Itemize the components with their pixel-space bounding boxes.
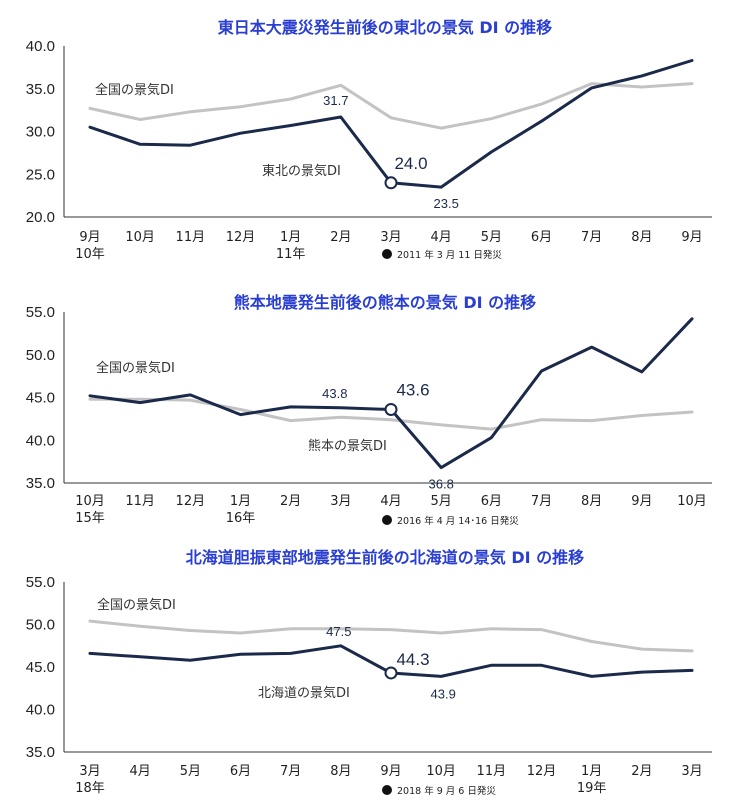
disaster-point-marker [384,666,398,680]
x-tick-label: 8月 [631,230,652,245]
chart-panel-2: 熊本地震発生前後の熊本の景気 DI の推移 35.0 40.0 45.0 50.0 55.… [26,293,712,527]
data-label: 43.6 [396,380,429,399]
x-tick-label: 4月 [431,230,452,245]
x-year-label: 11年 [276,247,306,262]
disaster-point-marker [384,402,398,416]
x-tick-label: 3月 [330,494,351,509]
x-tick-label: 7月 [280,764,301,779]
event-marker-bullet [382,249,392,259]
y-tick-label: 50.0 [26,617,55,634]
x-tick-label: 11月 [176,230,206,245]
y-tick-label: 35.0 [26,81,55,98]
y-tick-label: 50.0 [26,347,55,364]
x-tick-label: 9月 [681,230,702,245]
chart-panel-3: 北海道胆振東部地震発生前後の北海道の景気 DI の推移 35.0 40.0 45.0 5… [26,548,712,797]
chart-title: 熊本地震発生前後の熊本の景気 DI の推移 [234,293,536,312]
regional-di-line [88,317,694,470]
event-note: 2011 年 3 月 11 日発災 [397,249,502,261]
x-tick-label: 3月 [79,764,100,779]
y-tick-label: 25.0 [26,166,55,183]
data-label: 24.0 [394,154,427,173]
x-year-label: 10年 [75,247,105,262]
event-marker-bullet [382,785,392,795]
x-tick-label: 10月 [426,764,456,779]
y-tick-label: 35.0 [26,744,55,761]
x-tick-label: 12月 [176,494,206,509]
x-tick-label: 5月 [481,230,502,245]
y-tick-label: 40.0 [26,432,55,449]
x-tick-label: 6月 [230,764,251,779]
event-note: 2018 年 9 月 6 日発災 [397,785,496,797]
x-year-label: 18年 [75,781,105,796]
disaster-point-marker [384,176,398,190]
x-tick-label: 1月 [581,764,602,779]
national-di-line [88,82,694,130]
regional-series-label: 熊本の景気DI [308,438,387,454]
data-label: 31.7 [323,93,348,108]
regional-series-label: 北海道の景気DI [258,685,350,701]
x-tick-label: 10月 [125,230,155,245]
x-tick-label: 9月 [79,230,100,245]
x-tick-label: 5月 [180,764,201,779]
y-tick-label: 45.0 [26,659,55,676]
x-tick-label: 4月 [380,494,401,509]
y-tick-label: 20.0 [26,209,55,226]
x-tick-label: 6月 [481,494,502,509]
national-di-line [88,619,694,653]
y-tick-label: 45.0 [26,390,55,407]
x-tick-label: 5月 [431,494,452,509]
data-label: 36.8 [429,477,454,492]
data-label: 47.5 [326,624,351,639]
x-tick-label: 3月 [681,764,702,779]
x-year-label: 16年 [226,511,256,526]
y-tick-label: 40.0 [26,38,55,55]
chart-title: 東日本大震災発生前後の東北の景気 DI の推移 [218,18,552,37]
x-tick-label: 1月 [230,494,251,509]
x-tick-label: 2月 [280,494,301,509]
national-series-label: 全国の景気DI [97,597,176,613]
x-tick-label: 9月 [380,764,401,779]
x-tick-label: 12月 [226,230,256,245]
x-tick-label: 4月 [130,764,151,779]
x-tick-label: 11月 [125,494,155,509]
x-tick-label: 6月 [531,230,552,245]
x-tick-label: 7月 [581,230,602,245]
national-series-label: 全国の景気DI [96,360,175,376]
event-note: 2016 年 4 月 14･16 日発災 [397,515,519,527]
x-tick-label: 8月 [581,494,602,509]
x-tick-label: 3月 [380,230,401,245]
x-year-label: 15年 [75,511,105,526]
data-label: 44.3 [396,650,429,669]
x-tick-label: 10月 [677,494,707,509]
data-label: 43.9 [431,686,456,701]
chart-title: 北海道胆振東部地震発生前後の北海道の景気 DI の推移 [186,548,584,567]
x-tick-label: 1月 [280,230,301,245]
y-tick-label: 55.0 [26,574,55,591]
national-di-line [88,397,694,431]
x-tick-label: 2月 [631,764,652,779]
x-tick-label: 7月 [531,494,552,509]
x-tick-label: 10月 [75,494,105,509]
data-label: 23.5 [434,196,459,211]
y-tick-label: 40.0 [26,702,55,719]
x-tick-label: 8月 [330,764,351,779]
x-tick-label: 9月 [631,494,652,509]
regional-di-line [88,59,694,189]
national-series-label: 全国の景気DI [95,82,174,98]
y-tick-label: 35.0 [26,475,55,492]
x-tick-label: 11月 [477,764,507,779]
regional-series-label: 東北の景気DI [262,163,341,179]
x-tick-label: 2月 [330,230,351,245]
data-label: 43.8 [322,386,347,401]
event-marker-bullet [382,515,392,525]
y-tick-label: 30.0 [26,124,55,141]
x-year-label: 19年 [577,781,607,796]
chart-panel-1: 東日本大震災発生前後の東北の景気 DI の推移 20.0 25.0 30.0 35.0 4… [26,18,712,262]
y-tick-label: 55.0 [26,304,55,321]
x-tick-label: 12月 [527,764,557,779]
